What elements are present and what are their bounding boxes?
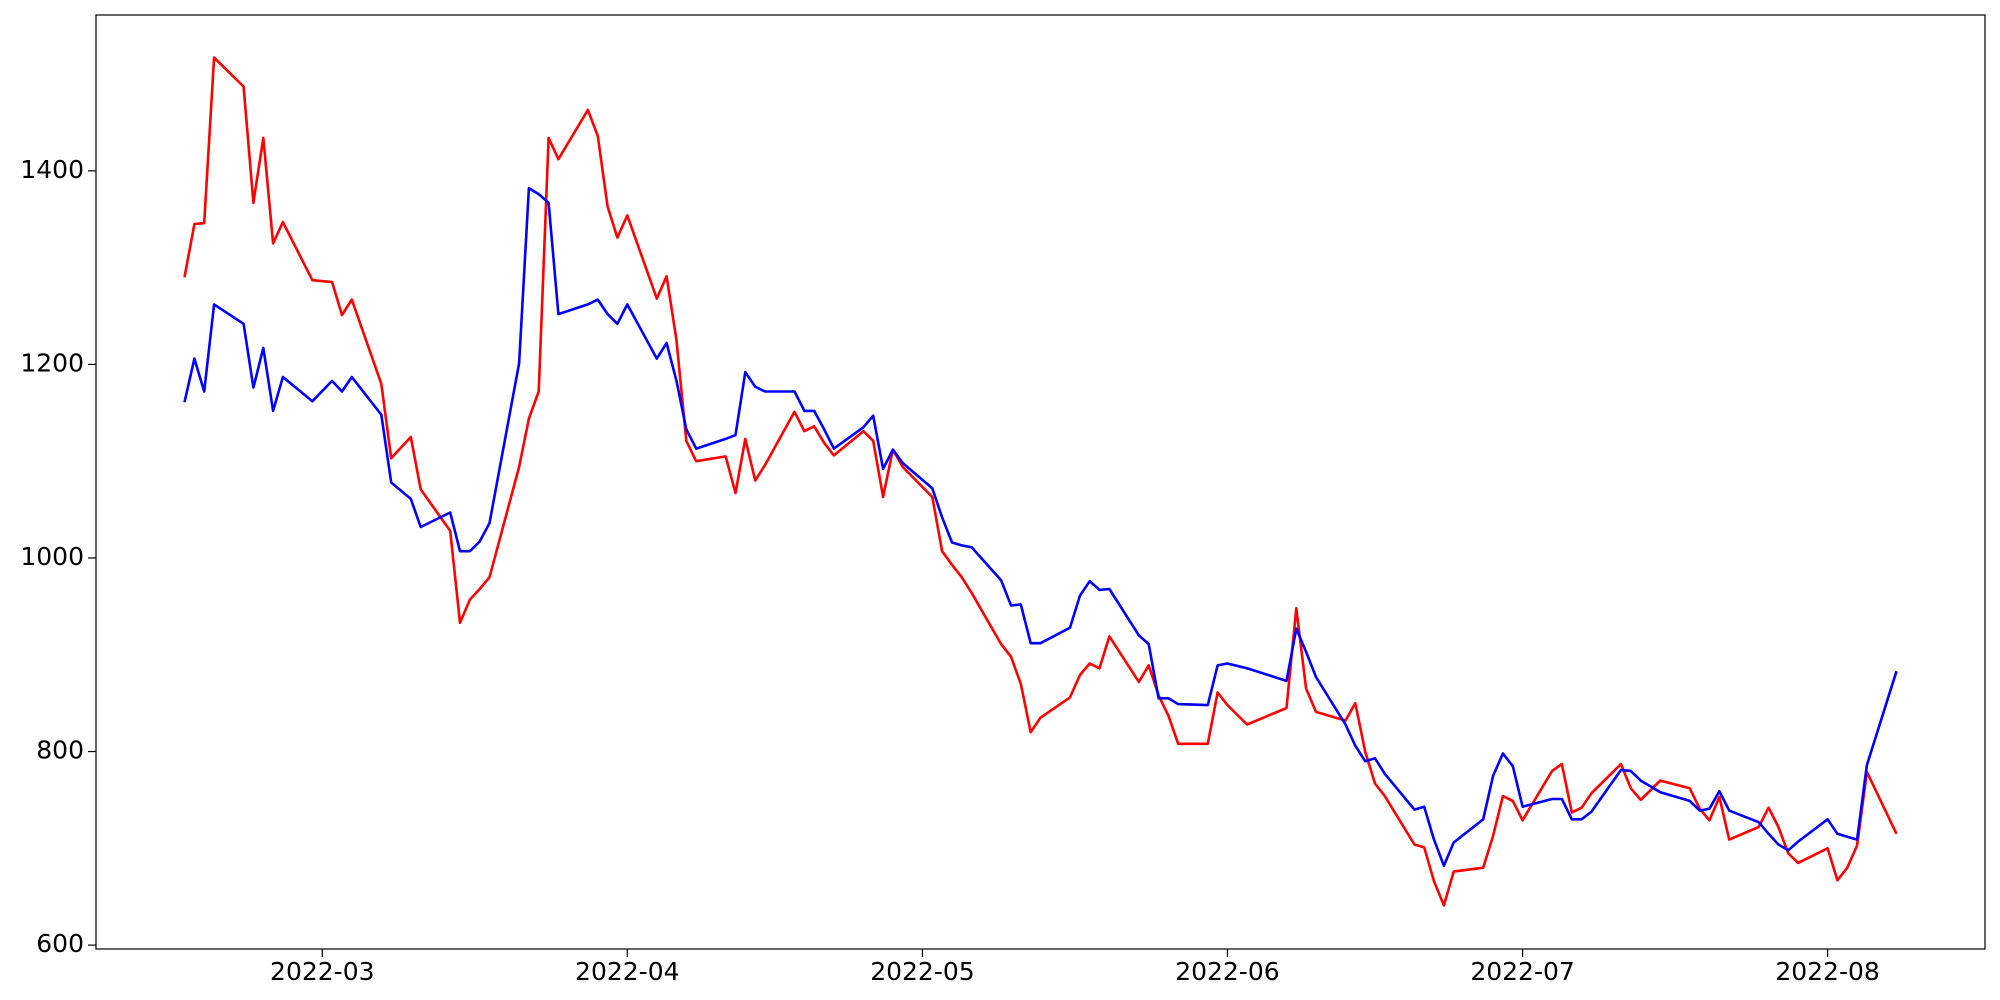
y-tick-label: 1200: [20, 348, 84, 377]
x-tick-label: 2022-07: [1470, 957, 1574, 986]
x-tick-label: 2022-04: [575, 957, 679, 986]
series-line: [183, 56, 1898, 907]
series-line: [183, 186, 1898, 868]
y-tick-label: 1000: [20, 542, 84, 571]
x-tick-label: 2022-05: [870, 957, 974, 986]
y-tick-label: 800: [36, 736, 84, 765]
x-tick-label: 2022-06: [1175, 957, 1279, 986]
x-tick-label: 2022-08: [1775, 957, 1879, 986]
y-tick-label: 1400: [20, 155, 84, 184]
x-tick-label: 2022-03: [270, 957, 374, 986]
y-tick-label: 600: [36, 929, 84, 958]
plot-frame: [95, 14, 1986, 950]
